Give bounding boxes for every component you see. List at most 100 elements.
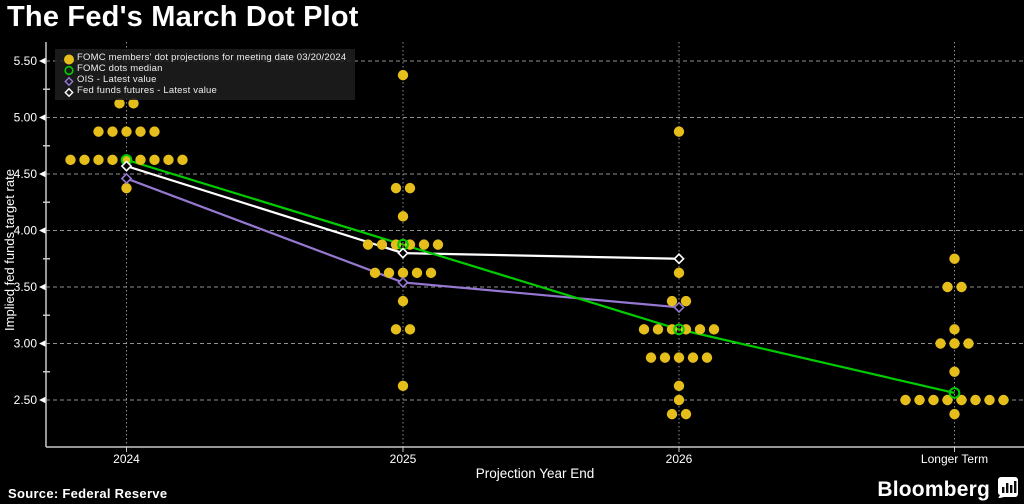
legend-item: FOMC dots median xyxy=(62,63,346,76)
fomc-dot xyxy=(397,380,409,392)
fomc-dot xyxy=(65,154,76,166)
fomc-dot xyxy=(390,182,402,194)
latest-value-marker-ois xyxy=(397,276,409,289)
fomc-dot xyxy=(93,126,104,137)
fomc-dot xyxy=(673,380,685,392)
fomc-dot xyxy=(404,324,416,335)
y-tick-label: 4.00 xyxy=(14,224,38,238)
x-axis-title: Projection Year End xyxy=(476,466,595,481)
fomc-dot xyxy=(121,154,132,166)
latest-value-marker-futures xyxy=(397,247,409,259)
fomc-dot xyxy=(397,211,409,222)
y-tick-label: 3.50 xyxy=(14,280,38,294)
fomc-dot xyxy=(390,324,402,335)
latest-value-marker-futures xyxy=(673,253,685,265)
y-tick-arrow xyxy=(39,114,46,121)
y-tick-label: 2.50 xyxy=(14,393,38,407)
fomc-dot xyxy=(673,267,685,279)
legend-label: OIS - Latest value xyxy=(77,74,157,85)
fomc-dot xyxy=(914,394,925,406)
legend-label: FOMC dots median xyxy=(77,63,163,74)
fomc-dot xyxy=(956,394,967,406)
fomc-dot xyxy=(935,338,946,349)
fomc-dot xyxy=(79,154,90,166)
fomc-dot xyxy=(638,324,650,335)
y-tick-arrow xyxy=(39,340,46,347)
fomc-dot xyxy=(970,394,981,406)
fomc-dot xyxy=(177,154,188,166)
fomc-dot xyxy=(666,408,678,420)
y-tick-arrow xyxy=(39,396,46,404)
fomc-dot xyxy=(128,98,139,109)
bar-chart-bubble-icon xyxy=(997,476,1019,503)
fomc-dot xyxy=(652,324,664,335)
fomc-dot xyxy=(149,154,160,166)
x-tick-label: 2025 xyxy=(390,452,417,466)
x-tick-label: 2026 xyxy=(666,452,693,466)
fomc-dot xyxy=(998,394,1009,406)
y-tick-label: 4.50 xyxy=(14,167,38,181)
fomc-dot xyxy=(107,154,118,166)
fomc-dot xyxy=(942,394,953,406)
fomc-dot xyxy=(376,239,388,250)
fomc-dot xyxy=(928,394,939,406)
fomc-dot xyxy=(956,281,967,293)
legend-item: OIS - Latest value xyxy=(62,74,346,87)
fomc-dot xyxy=(673,352,685,363)
open-diamond-icon xyxy=(62,85,77,98)
fomc-dot xyxy=(397,267,409,279)
fomc-dot xyxy=(680,408,692,420)
latest-value-marker-ois xyxy=(120,172,133,185)
fomc-dot xyxy=(701,352,713,363)
fomc-dot xyxy=(163,154,174,166)
fomc-dot xyxy=(121,126,132,137)
legend-label: Fed funds futures - Latest value xyxy=(77,85,218,96)
y-tick-arrow xyxy=(39,57,46,65)
fomc-dot xyxy=(135,126,146,137)
fomc-dot xyxy=(673,394,685,406)
fomc-dot xyxy=(411,267,423,279)
series-line-median xyxy=(126,158,955,395)
open-circle-icon xyxy=(62,63,77,76)
fomc-dot xyxy=(659,352,671,363)
fomc-dot xyxy=(397,69,409,81)
fomc-dot xyxy=(694,324,706,335)
fomc-dot xyxy=(362,239,374,250)
legend: FOMC members' dot projections for meetin… xyxy=(55,49,356,100)
fomc-dot xyxy=(383,267,395,279)
fomc-dot xyxy=(93,154,104,166)
fomc-dot xyxy=(687,352,699,363)
fomc-dot xyxy=(949,338,960,349)
filled-circle-icon xyxy=(62,52,77,65)
open-diamond-icon xyxy=(62,74,77,87)
fomc-dot xyxy=(404,182,416,194)
fomc-dot xyxy=(121,182,132,194)
fomc-dot xyxy=(949,408,960,420)
fomc-dot xyxy=(949,324,960,335)
y-axis-title: Implied fed funds target rate xyxy=(2,169,17,331)
latest-value-marker-ois xyxy=(673,301,685,314)
fomc-dot xyxy=(984,394,995,406)
fomc-dot xyxy=(680,295,692,307)
legend-item: FOMC members' dot projections for meetin… xyxy=(62,52,346,65)
bloomberg-logo: Bloomberg xyxy=(877,476,1019,503)
fomc-dot xyxy=(949,253,960,264)
y-tick-label: 5.50 xyxy=(14,54,38,68)
fomc-dot xyxy=(645,352,657,363)
y-tick-label: 3.00 xyxy=(14,337,38,351)
legend-item: Fed funds futures - Latest value xyxy=(62,85,346,98)
y-tick-arrow xyxy=(39,283,46,291)
x-tick-label: 2024 xyxy=(113,452,140,466)
fomc-dot xyxy=(666,295,678,307)
fomc-dot xyxy=(418,239,430,250)
fomc-dot xyxy=(942,281,953,293)
fomc-dot xyxy=(397,295,409,307)
fomc-dot xyxy=(369,267,381,279)
y-tick-arrow xyxy=(39,227,46,234)
fomc-dot xyxy=(708,324,720,335)
fomc-dot xyxy=(949,366,960,377)
x-tick-label: Longer Term xyxy=(921,452,988,466)
bloomberg-wordmark: Bloomberg xyxy=(877,477,990,501)
y-tick-label: 5.00 xyxy=(14,111,38,125)
